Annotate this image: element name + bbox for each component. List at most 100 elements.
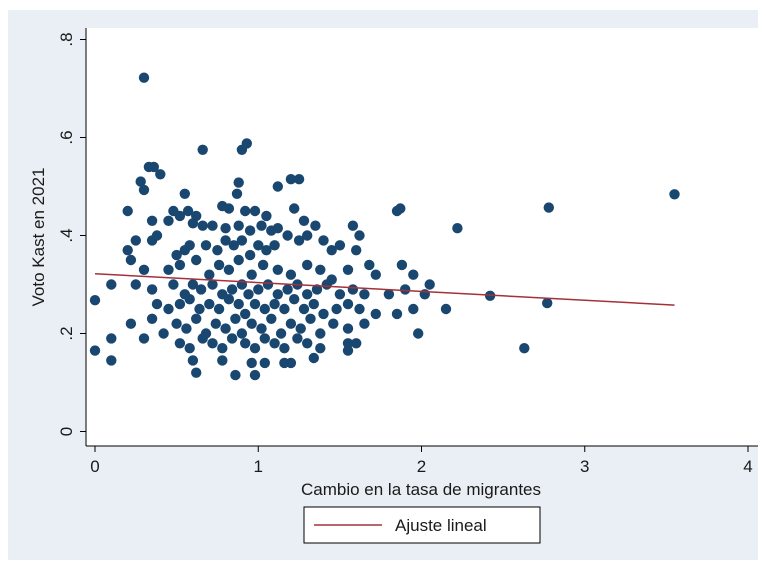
data-point (187, 355, 199, 366)
data-point (217, 343, 228, 354)
data-point (174, 298, 186, 310)
data-point (354, 303, 365, 315)
data-point (220, 323, 231, 334)
data-point (138, 184, 150, 196)
data-point (272, 264, 283, 275)
data-point (233, 177, 244, 188)
data-point (315, 328, 326, 339)
data-point (272, 289, 283, 300)
data-point (244, 249, 256, 261)
data-point (138, 333, 150, 344)
data-point (285, 357, 297, 369)
data-point (138, 72, 150, 83)
data-point (334, 289, 346, 300)
data-point (163, 215, 174, 226)
data-point (424, 279, 435, 290)
data-point (342, 264, 354, 275)
data-point (302, 259, 313, 271)
x-tick-label: 1 (254, 457, 263, 476)
data-point (182, 205, 194, 217)
data-point (272, 181, 283, 192)
y-axis-ticks: 0 .2 .4 .6 .8 (57, 32, 86, 436)
data-point (146, 284, 158, 295)
y-tick-label: .8 (57, 32, 76, 46)
data-point (223, 203, 235, 214)
data-point (396, 259, 408, 271)
data-point (228, 240, 239, 251)
data-point (408, 303, 419, 315)
y-tick-label: 0 (57, 427, 76, 436)
data-point (207, 338, 218, 349)
fit-line (94, 272, 675, 306)
data-point (171, 318, 182, 329)
data-point (122, 245, 133, 256)
data-point (223, 294, 235, 305)
data-point (158, 328, 169, 339)
data-point (342, 323, 354, 334)
data-point (370, 269, 381, 280)
data-point (213, 259, 225, 271)
data-point (125, 254, 137, 266)
data-point (351, 245, 362, 256)
data-point (359, 318, 370, 329)
data-point (220, 223, 231, 234)
data-point (155, 169, 166, 180)
data-point (364, 259, 375, 271)
data-point (669, 189, 680, 200)
data-point (184, 240, 195, 251)
data-point (272, 223, 283, 234)
y-tick-label: .2 (57, 326, 76, 340)
data-point (130, 235, 141, 246)
data-point (293, 174, 305, 185)
data-point (240, 338, 251, 349)
data-point (383, 289, 395, 300)
data-point (230, 313, 241, 324)
data-point (241, 138, 252, 149)
data-point (269, 338, 280, 349)
data-point (233, 298, 244, 310)
y-axis-title: Voto Kast en 2021 (29, 168, 48, 307)
data-point (256, 220, 267, 231)
x-axis-title: Cambio en la tasa de migrantes (301, 480, 541, 499)
data-point (279, 343, 290, 354)
x-axis-ticks: 0 1 2 3 4 (90, 446, 753, 476)
data-point (163, 303, 174, 315)
data-point (191, 254, 202, 266)
data-point (308, 298, 319, 310)
data-point (334, 240, 346, 251)
data-point (262, 279, 274, 290)
data-point (452, 223, 463, 234)
data-point (246, 357, 257, 369)
data-point (89, 295, 101, 306)
data-point (259, 333, 270, 344)
data-point (354, 230, 365, 241)
data-point (174, 259, 186, 271)
data-point (342, 298, 354, 310)
data-point (151, 298, 163, 310)
x-tick-label: 4 (743, 457, 752, 476)
data-point (279, 303, 290, 315)
data-point (253, 240, 264, 251)
data-point (231, 188, 243, 199)
data-point (285, 174, 297, 185)
data-point (289, 203, 300, 214)
x-tick-label: 0 (90, 457, 99, 476)
data-point (106, 333, 117, 344)
data-point (302, 289, 313, 300)
data-point (542, 297, 553, 309)
data-point (359, 289, 370, 300)
data-point (243, 289, 254, 300)
data-point (305, 313, 316, 324)
data-point (315, 264, 326, 275)
data-point (331, 303, 342, 315)
data-point (233, 254, 244, 266)
scatter-points (89, 72, 680, 381)
data-point (543, 202, 554, 213)
data-point (197, 220, 208, 231)
data-point (275, 328, 287, 339)
data-point (194, 303, 205, 315)
data-point (266, 313, 277, 324)
data-point (257, 259, 269, 271)
